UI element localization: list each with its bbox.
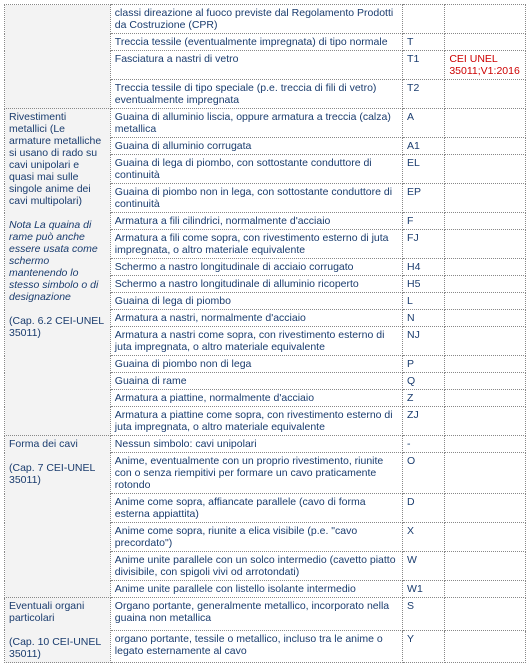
symbol-cell: Q bbox=[403, 373, 445, 390]
description-cell: Fasciatura a nastri di vetro bbox=[110, 51, 402, 80]
description-cell: Anime, eventualmente con un proprio rive… bbox=[110, 453, 402, 494]
description-cell: organo portante, tessile o metallico, in… bbox=[110, 630, 402, 663]
description-cell: Treccia tessile (eventualmente impregnat… bbox=[110, 34, 402, 51]
reference-cell bbox=[445, 259, 526, 276]
table-row: Eventuali organi particolari(Cap. 10 CEI… bbox=[5, 598, 526, 631]
symbol-cell: T bbox=[403, 34, 445, 51]
reference-cell bbox=[445, 390, 526, 407]
description-cell: Guaina di lega di piombo bbox=[110, 293, 402, 310]
symbol-cell: W1 bbox=[403, 581, 445, 598]
reference-cell bbox=[445, 34, 526, 51]
symbol-cell: H5 bbox=[403, 276, 445, 293]
reference-cell bbox=[445, 276, 526, 293]
category-cell bbox=[5, 5, 111, 109]
description-cell: Anime come sopra, riunite a elica visibi… bbox=[110, 523, 402, 552]
reference-cell bbox=[445, 494, 526, 523]
description-cell: Armatura a piattine come sopra, con rive… bbox=[110, 407, 402, 436]
reference-cell bbox=[445, 407, 526, 436]
symbol-cell bbox=[403, 5, 445, 34]
symbol-cell: EL bbox=[403, 155, 445, 184]
reference-cell bbox=[445, 293, 526, 310]
reference-cell bbox=[445, 523, 526, 552]
symbol-cell: FJ bbox=[403, 230, 445, 259]
reference-cell bbox=[445, 581, 526, 598]
reference-cell bbox=[445, 327, 526, 356]
description-cell: Organo portante, generalmente metallico,… bbox=[110, 598, 402, 631]
symbol-cell: D bbox=[403, 494, 445, 523]
description-cell: Anime come sopra, affiancate parallele (… bbox=[110, 494, 402, 523]
reference-cell bbox=[445, 552, 526, 581]
description-cell: Anime unite parallele con un solco inter… bbox=[110, 552, 402, 581]
category-cell: Rivestimenti metallici (Le armature meta… bbox=[5, 109, 111, 436]
description-cell: Armatura a fili come sopra, con rivestim… bbox=[110, 230, 402, 259]
symbol-cell: P bbox=[403, 356, 445, 373]
table-row: classi direazione al fuoco previste dal … bbox=[5, 5, 526, 34]
category-cell: Forma dei cavi(Cap. 7 CEI-UNEL 35011) bbox=[5, 436, 111, 598]
reference-cell bbox=[445, 109, 526, 138]
reference-cell: CEI UNEL 35011;V1:2016 bbox=[445, 51, 526, 80]
symbol-cell: O bbox=[403, 453, 445, 494]
description-cell: classi direazione al fuoco previste dal … bbox=[110, 5, 402, 34]
reference-cell bbox=[445, 356, 526, 373]
table-row: Forma dei cavi(Cap. 7 CEI-UNEL 35011)Nes… bbox=[5, 436, 526, 453]
description-cell: Guaina di piombo non in lega, con sottos… bbox=[110, 184, 402, 213]
description-cell: Anime unite parallele con listello isola… bbox=[110, 581, 402, 598]
description-cell: Guaina di lega di piombo, con sottostant… bbox=[110, 155, 402, 184]
description-cell: Schermo a nastro longitudinale di allumi… bbox=[110, 276, 402, 293]
symbol-cell: ZJ bbox=[403, 407, 445, 436]
description-cell: Guaina di alluminio corrugata bbox=[110, 138, 402, 155]
symbol-cell: A1 bbox=[403, 138, 445, 155]
reference-cell bbox=[445, 598, 526, 631]
symbol-cell: W bbox=[403, 552, 445, 581]
reference-cell bbox=[445, 310, 526, 327]
reference-cell bbox=[445, 80, 526, 109]
description-cell: Armatura a nastri come sopra, con rivest… bbox=[110, 327, 402, 356]
reference-cell bbox=[445, 230, 526, 259]
description-cell: Nessun simbolo: cavi unipolari bbox=[110, 436, 402, 453]
symbol-cell: - bbox=[403, 436, 445, 453]
symbol-cell: N bbox=[403, 310, 445, 327]
symbol-cell: EP bbox=[403, 184, 445, 213]
reference-cell bbox=[445, 184, 526, 213]
symbol-cell: Y bbox=[403, 630, 445, 663]
symbol-cell: T1 bbox=[403, 51, 445, 80]
symbol-cell: H4 bbox=[403, 259, 445, 276]
reference-cell bbox=[445, 630, 526, 663]
category-note: Nota La quaina di rame può anche essere … bbox=[9, 219, 98, 303]
description-cell: Guaina di rame bbox=[110, 373, 402, 390]
category-cell: Eventuali organi particolari(Cap. 10 CEI… bbox=[5, 598, 111, 663]
symbol-cell: S bbox=[403, 598, 445, 631]
symbol-cell: T2 bbox=[403, 80, 445, 109]
symbol-cell: NJ bbox=[403, 327, 445, 356]
reference-cell bbox=[445, 155, 526, 184]
reference-cell bbox=[445, 5, 526, 34]
description-cell: Treccia tessile di tipo speciale (p.e. t… bbox=[110, 80, 402, 109]
reference-cell bbox=[445, 436, 526, 453]
table-row: Rivestimenti metallici (Le armature meta… bbox=[5, 109, 526, 138]
description-cell: Armatura a nastri, normalmente d'acciaio bbox=[110, 310, 402, 327]
symbol-cell: L bbox=[403, 293, 445, 310]
description-cell: Guaina di piombo non di lega bbox=[110, 356, 402, 373]
cable-codes-table: classi direazione al fuoco previste dal … bbox=[4, 4, 526, 663]
description-cell: Guaina di alluminio liscia, oppure armat… bbox=[110, 109, 402, 138]
reference-cell bbox=[445, 138, 526, 155]
description-cell: Armatura a piattine, normalmente d'accia… bbox=[110, 390, 402, 407]
symbol-cell: F bbox=[403, 213, 445, 230]
description-cell: Armatura a fili cilindrici, normalmente … bbox=[110, 213, 402, 230]
symbol-cell: Z bbox=[403, 390, 445, 407]
reference-cell bbox=[445, 213, 526, 230]
reference-cell bbox=[445, 453, 526, 494]
reference-cell bbox=[445, 373, 526, 390]
symbol-cell: A bbox=[403, 109, 445, 138]
description-cell: Schermo a nastro longitudinale di acciai… bbox=[110, 259, 402, 276]
symbol-cell: X bbox=[403, 523, 445, 552]
